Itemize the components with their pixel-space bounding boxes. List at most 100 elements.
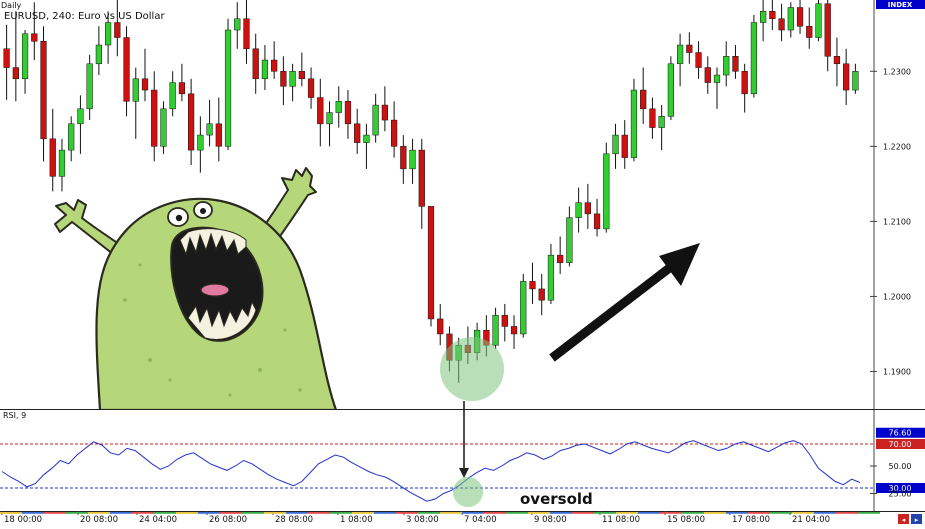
candle-body — [206, 123, 213, 136]
candle-body — [261, 59, 269, 80]
session-strip-segment — [44, 512, 66, 514]
rsi-series-line — [1, 440, 861, 502]
candle-body — [787, 7, 794, 31]
candle-body — [658, 116, 665, 128]
x-tick-label: 24 04:00 — [139, 515, 177, 525]
candle-body — [298, 71, 305, 80]
uptrend-arrow-shaft — [549, 262, 675, 362]
candle-body — [252, 48, 259, 80]
candle-body — [584, 202, 591, 215]
monster-left-arm — [54, 199, 126, 259]
candle-body — [843, 63, 850, 91]
price-tick-label: 1.2000 — [883, 292, 911, 301]
chart-title: EURUSD, 240: Euro vs US Dollar — [4, 11, 165, 22]
scroll-right-icon[interactable] — [911, 514, 922, 524]
candle-body — [363, 134, 370, 143]
session-strip-segment — [418, 512, 440, 514]
candle-body — [667, 63, 674, 117]
candle-body — [12, 67, 19, 80]
x-axis-labels: 18 00:00 20 08:00 24 04:00 26 08:00 28 08:00… — [1, 511, 830, 525]
candle-body — [713, 74, 721, 83]
candle-body — [510, 326, 518, 335]
candle-body — [77, 108, 84, 125]
candle-body — [815, 3, 822, 38]
x-tick-label: 3 08:00 — [406, 515, 439, 525]
rsi-axis-labels: 70.00 30.00 50.00 25.00 76.60 — [870, 427, 925, 499]
candle-body — [86, 63, 93, 110]
session-strip-segment — [286, 512, 308, 514]
candle-body — [354, 123, 361, 143]
rsi-level-lines — [0, 443, 874, 489]
candle-body — [640, 89, 647, 110]
session-strip-segment — [638, 512, 660, 514]
x-tick-label: 7 04:00 — [464, 515, 497, 525]
candle-body — [188, 93, 195, 151]
x-tick-label: 11 08:00 — [602, 515, 640, 525]
candle-body — [49, 138, 56, 177]
scroll-left-icon[interactable] — [898, 514, 909, 524]
rsi-tick-label: 50.00 — [889, 462, 912, 471]
rsi-level-label: 30.00 — [889, 484, 912, 493]
candle-body — [437, 318, 444, 335]
session-strip-segment — [242, 512, 264, 514]
candle-body — [58, 149, 66, 177]
x-tick-label: 9 08:00 — [534, 515, 567, 525]
candle-body — [114, 22, 121, 38]
candle-body — [40, 41, 47, 140]
price-tick-label: 1.2100 — [883, 217, 911, 226]
oversold-highlight-circle — [440, 337, 504, 401]
session-strip-segment — [154, 512, 176, 514]
price-axis-panel — [874, 0, 925, 410]
x-tick-label: 20 08:00 — [80, 515, 118, 525]
candle-body — [317, 97, 324, 125]
scroll-right-glyph: ▸ — [915, 516, 919, 524]
oversold-pointer-head — [459, 468, 469, 478]
candle-body — [547, 254, 555, 301]
session-strip-segment — [198, 512, 220, 514]
candle-body — [824, 3, 831, 57]
candlestick-series — [3, 0, 859, 383]
candle-body — [390, 119, 398, 147]
chart-header-glyph: Daily — [1, 1, 22, 10]
price-tick-label: 1.2200 — [883, 142, 911, 151]
session-strip-segment — [176, 512, 198, 514]
session-strip-segment — [858, 512, 880, 514]
session-strip-segment — [462, 512, 484, 514]
session-strip-segment — [352, 512, 374, 514]
rsi-current-tag — [876, 427, 925, 438]
x-tick-label: 21 04:00 — [792, 515, 830, 525]
candle-body — [704, 67, 711, 83]
candle-body — [806, 26, 813, 38]
candle-body — [31, 33, 38, 42]
candle-body — [271, 59, 278, 72]
candle-body — [409, 149, 416, 170]
candle-body — [307, 78, 315, 98]
session-strip-segment — [132, 512, 154, 514]
session-strip-segment — [220, 512, 242, 514]
candle-body — [344, 101, 352, 125]
candle-body — [732, 56, 739, 72]
x-tick-label: 1 08:00 — [340, 515, 373, 525]
candle-body — [68, 123, 75, 151]
candle-body — [215, 123, 222, 147]
candle-body — [529, 281, 536, 290]
candle-body — [695, 52, 702, 68]
candle-body — [104, 22, 112, 46]
candle-body — [132, 78, 139, 102]
candle-body — [538, 288, 545, 301]
session-strip-segment — [506, 512, 528, 514]
candle-body — [520, 281, 527, 335]
candle-body — [686, 44, 693, 53]
monster-tongue — [200, 283, 230, 297]
rsi-level-tag — [876, 483, 925, 493]
candle-body — [381, 104, 388, 121]
index-tag — [876, 0, 925, 9]
session-strip-segment — [704, 512, 726, 514]
candle-body — [141, 78, 149, 91]
session-strip-segment — [66, 512, 88, 514]
candle-body — [224, 29, 232, 147]
session-strip-segment — [110, 512, 132, 514]
candle-body — [796, 7, 804, 27]
oversold-label: oversold — [520, 490, 593, 508]
